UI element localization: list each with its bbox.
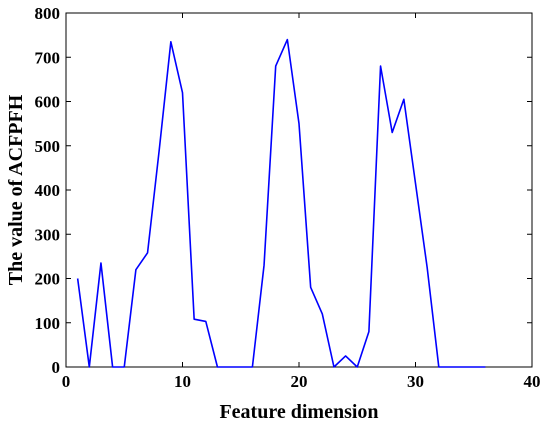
series-line-1 — [76, 38, 486, 368]
x-tick-label: 30 — [407, 372, 424, 391]
x-axis-ticks: 0 10 20 30 40 — [62, 13, 541, 391]
y-tick-label: 300 — [35, 225, 61, 244]
y-tick-label: 800 — [35, 4, 61, 23]
x-tick-label: 10 — [174, 372, 191, 391]
plot-area — [66, 13, 532, 367]
y-tick-label: 500 — [35, 137, 61, 156]
y-tick-label: 0 — [52, 358, 61, 377]
y-tick-label: 200 — [35, 270, 61, 289]
x-tick-label: 40 — [524, 372, 541, 391]
y-axis-title: The value of ACFPFH — [5, 94, 27, 285]
y-tick-label: 400 — [35, 181, 61, 200]
x-tick-label: 0 — [62, 372, 71, 391]
series-group — [76, 38, 486, 368]
x-tick-label: 20 — [291, 372, 308, 391]
y-axis-ticks: 0 100 200 300 400 500 600 700 800 — [35, 4, 532, 377]
x-axis-title: Feature dimension — [219, 401, 378, 423]
y-tick-label: 600 — [35, 93, 61, 112]
y-tick-label: 700 — [35, 48, 61, 67]
y-tick-label: 100 — [35, 314, 61, 333]
